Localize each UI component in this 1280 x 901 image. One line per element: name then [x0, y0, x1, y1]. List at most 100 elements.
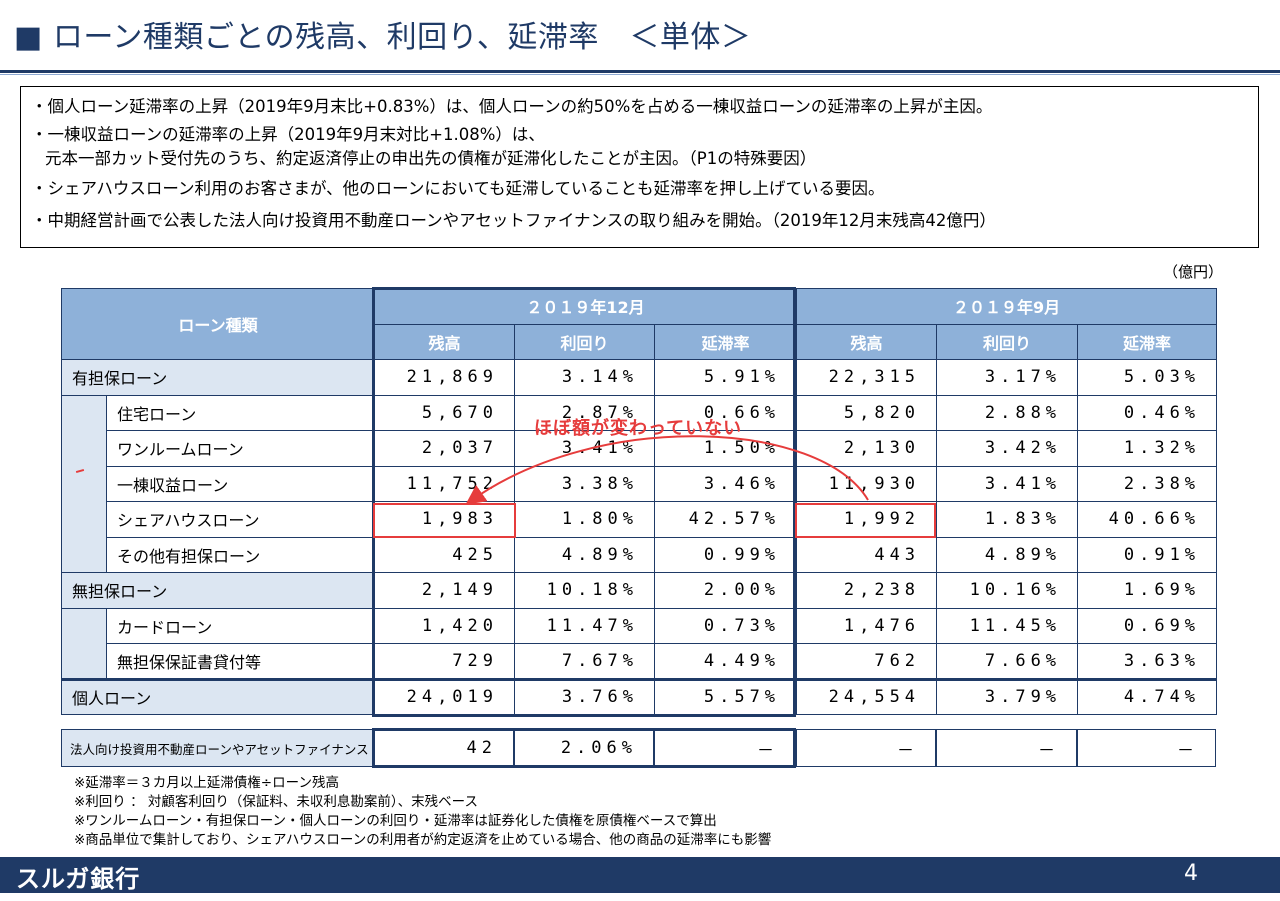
table-row: 無担保ローン 2,149 10.18% 2.00% 2,238 10.16% 1…: [60, 572, 1218, 609]
row-label: 一棟収益ローン: [105, 465, 376, 502]
cell-value: 7.66%: [936, 643, 1079, 680]
cell-value: 5.03%: [1077, 359, 1218, 396]
footnote-1: ※延滞率＝３カ月以上延滞債権÷ローン残高: [74, 775, 339, 791]
summary-notes: ・個人ローン延滞率の上昇（2019年9月末比+0.83%）は、個人ローンの約50…: [20, 86, 1259, 248]
cell-value: 1.32%: [1077, 430, 1218, 467]
cell-value: 2,149: [374, 572, 516, 609]
page-number: 4: [1184, 861, 1198, 886]
loan-table: ローン種類 ２０１９年12月 ２０１９年9月 残高 利回り 延滞率 残高 利回り…: [60, 288, 1218, 715]
annotation-text: ほぼ額が変わっていない: [534, 418, 743, 439]
row-label: ワンルームローン: [105, 430, 376, 467]
title-bar: ■ ローン種類ごとの残高、利回り、延滞率 ＜単体＞: [0, 0, 1280, 76]
cell-value: 3.76%: [514, 678, 656, 715]
cell-value: 4.89%: [514, 536, 656, 573]
cell-value: 11,930: [796, 465, 938, 502]
cell-value: 729: [374, 643, 516, 680]
cell-value: 3.42%: [936, 430, 1079, 467]
cell-value: 7.67%: [514, 643, 656, 680]
row-label: 無担保ローン: [60, 572, 376, 609]
row-label: 無担保保証書貸付等: [105, 643, 376, 680]
cell-value: －: [936, 729, 1077, 767]
cell-value: 1,476: [796, 607, 938, 644]
cell-value: 42.57%: [654, 501, 798, 538]
cell-value: 443: [796, 536, 938, 573]
cell-value: 5.91%: [654, 359, 798, 396]
row-label: シェアハウスローン: [105, 501, 376, 538]
cell-value: 24,019: [374, 678, 516, 715]
header-balance-sep: 残高: [796, 323, 938, 360]
cell-value: 4.49%: [654, 643, 798, 680]
header-yield-sep: 利回り: [936, 323, 1079, 360]
cell-value: 1.69%: [1077, 572, 1218, 609]
row-label: 住宅ローン: [105, 394, 376, 431]
table-row: その他有担保ローン 425 4.89% 0.99% 443 4.89% 0.91…: [62, 536, 1218, 573]
page-title: ■ ローン種類ごとの残高、利回り、延滞率 ＜単体＞: [14, 20, 752, 55]
cell-value: 0.91%: [1077, 536, 1218, 573]
note-1: ・個人ローン延滞率の上昇（2019年9月末比+0.83%）は、個人ローンの約50…: [31, 97, 993, 116]
cell-value: 3.63%: [1077, 643, 1218, 680]
note-2-cont: 元本一部カット受付先のうち、約定返済停止の申出先の債権が延滞化したことが主因。（…: [45, 149, 817, 168]
cell-value: 22,315: [796, 359, 938, 396]
cell-value: 1,983: [374, 501, 516, 538]
cell-value: 0.99%: [654, 536, 798, 573]
cell-value: 21,869: [374, 359, 516, 396]
cell-value: 1,420: [374, 607, 516, 644]
title-divider: [0, 70, 1280, 73]
cell-value: 0.69%: [1077, 607, 1218, 644]
header-period-sep: ２０１９年9月: [796, 288, 1218, 325]
cell-value: 0.73%: [654, 607, 798, 644]
indent-spacer: [61, 607, 107, 680]
cell-value: 2.00%: [654, 572, 798, 609]
note-3: ・シェアハウスローン利用のお客さまが、他のローンにおいても延滞していることも延滞…: [31, 179, 885, 198]
cell-value: 5,820: [796, 394, 938, 431]
cell-value: 1.80%: [514, 501, 656, 538]
table-row: シェアハウスローン 1,983 1.80% 42.57% 1,992 1.83%…: [62, 501, 1218, 538]
cell-value: 2,037: [374, 430, 516, 467]
cell-value: －: [1077, 729, 1216, 767]
cell-value: 3.41%: [936, 465, 1079, 502]
row-label: その他有担保ローン: [105, 536, 376, 573]
cell-value: 0.66%: [654, 394, 798, 431]
cell-value: 1.83%: [936, 501, 1079, 538]
row-label: 個人ローン: [60, 678, 376, 715]
cell-value: 40.66%: [1077, 501, 1218, 538]
table-row: 無担保保証書貸付等 729 7.67% 4.49% 762 7.66% 3.63…: [62, 643, 1218, 680]
cell-value: 11.47%: [514, 607, 656, 644]
cell-value: 0.46%: [1077, 394, 1218, 431]
cell-value: －: [796, 729, 936, 767]
cell-value: 2.38%: [1077, 465, 1218, 502]
footer-bar: スルガ銀行 4: [0, 857, 1280, 893]
cell-value: 2,130: [796, 430, 938, 467]
corporate-row: 法人向け投資用不動産ローンやアセットファイナンス 42 2.06% － － － …: [61, 729, 1216, 767]
cell-value: 2.88%: [936, 394, 1079, 431]
header-period-dec: ２０１９年12月: [374, 288, 798, 325]
cell-value: 2.06%: [514, 729, 654, 767]
cell-value: 3.17%: [936, 359, 1079, 396]
bank-logo: スルガ銀行: [16, 865, 141, 893]
cell-value: 425: [374, 536, 516, 573]
header-balance-dec: 残高: [374, 323, 516, 360]
corporate-label: 法人向け投資用不動産ローンやアセットファイナンス: [61, 729, 374, 767]
cell-value: 3.46%: [654, 465, 798, 502]
cell-value: 24,554: [796, 678, 938, 715]
note-2: ・一棟収益ローンの延滞率の上昇（2019年9月末対比+1.08%）は、: [31, 125, 545, 144]
cell-value: 3.14%: [514, 359, 656, 396]
footnote-3: ※ワンルームローン・有担保ローン・個人ローンの利回り・延滞率は証券化した債権を原…: [74, 813, 717, 829]
header-delinquency-dec: 延滞率: [654, 323, 798, 360]
cell-value: 11.45%: [936, 607, 1079, 644]
footnote-4: ※商品単位で集計しており、シェアハウスローンの利用者が約定返済を止めている場合、…: [74, 832, 772, 848]
cell-value: 10.18%: [514, 572, 656, 609]
note-4: ・中期経営計画で公表した法人向け投資用不動産ローンやアセットファイナンスの取り組…: [31, 211, 996, 230]
cell-value: 11,752: [374, 465, 516, 502]
row-label: 有担保ローン: [60, 359, 376, 396]
cell-value: 2,238: [796, 572, 938, 609]
cell-value: 3.38%: [514, 465, 656, 502]
header-yield-dec: 利回り: [514, 323, 656, 360]
row-label: カードローン: [105, 607, 376, 644]
table-row: カードローン 1,420 11.47% 0.73% 1,476 11.45% 0…: [61, 607, 1218, 680]
table-row: 有担保ローン 21,869 3.14% 5.91% 22,315 3.17% 5…: [60, 359, 1218, 396]
cell-value: 5,670: [374, 394, 516, 431]
cell-value: 42: [374, 729, 514, 767]
cell-value: 1,992: [796, 501, 938, 538]
indent-spacer: [61, 394, 107, 573]
